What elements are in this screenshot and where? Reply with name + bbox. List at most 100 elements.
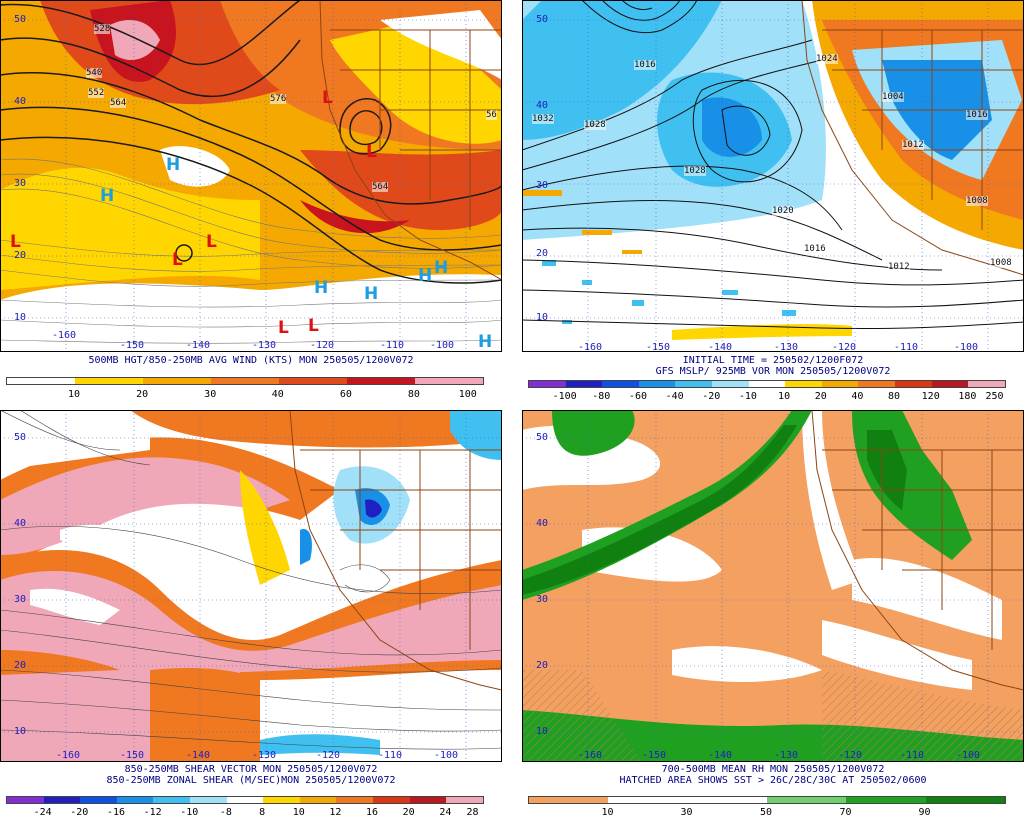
colorbar-ticks: -100 -80 -60 -40 -20 -10 10 20 40 80 120… (528, 391, 1004, 403)
colorbar-tick: -24 (33, 807, 52, 818)
isobar-label: 1028 (584, 120, 606, 130)
colorbar-tick: 100 (458, 389, 477, 400)
map-500mb-height-wind (0, 0, 502, 352)
colorbar-segment (565, 381, 603, 387)
lon-label-130: -130 (252, 750, 277, 761)
map-zonal-shear (0, 410, 502, 762)
height-label: 540 (86, 68, 103, 78)
lat-label-30: 30 (14, 178, 27, 189)
colorbar-tick: -10 (180, 807, 199, 818)
lat-label-50: 50 (536, 14, 549, 25)
height-label: 56 (486, 110, 497, 120)
colorbar-tick: 10 (778, 391, 791, 402)
map-mslp-vorticity (522, 0, 1024, 352)
lat-label-50: 50 (14, 432, 27, 443)
isobar-label: 1012 (902, 140, 924, 150)
height-label: 528 (94, 24, 111, 34)
colorbar-tick: 40 (851, 391, 864, 402)
colorbar-segment (712, 381, 749, 387)
colorbar-tick: 40 (271, 389, 284, 400)
high-pressure-symbol: H (434, 258, 449, 278)
colorbar (6, 377, 484, 385)
colorbar-tick: -20 (702, 391, 721, 402)
colorbar-segment (608, 797, 688, 803)
lat-label-10: 10 (14, 312, 27, 323)
lon-label-160: -160 (56, 750, 81, 761)
isobar-label: 1032 (532, 114, 554, 124)
colorbar-tick: -80 (592, 391, 611, 402)
colorbar-segment (602, 381, 639, 387)
map-mean-rh (522, 410, 1024, 762)
colorbar-segment (638, 381, 676, 387)
colorbar-tick: -16 (106, 807, 125, 818)
colorbar-segment (687, 797, 767, 803)
colorbar-tick: 60 (339, 389, 352, 400)
colorbar-segment (7, 797, 44, 803)
colorbar-segment (336, 797, 374, 803)
lat-label-20: 20 (536, 248, 549, 259)
lon-label-100: -100 (434, 750, 459, 761)
lon-label-140: -140 (708, 750, 733, 761)
colorbar-segment (373, 797, 410, 803)
colorbar-ticks: 10 20 30 40 60 80 100 (6, 389, 482, 401)
colorbar-segment (43, 797, 81, 803)
lat-label-20: 20 (14, 250, 27, 261)
panel-mslp-vorticity: 50 40 30 20 10 -160 -150 -140 -130 -120 … (522, 0, 1024, 409)
isobar-label: 1028 (684, 166, 706, 176)
colorbar-tick: 90 (918, 807, 931, 818)
high-pressure-symbol: H (478, 332, 493, 352)
panel-caption: 500MB HGT/850-250MB AVG WIND (KTS) MON 2… (88, 355, 414, 366)
isobar-label: 1012 (888, 262, 910, 272)
caption-line: INITIAL TIME = 250502/1200F072 (682, 355, 864, 366)
low-pressure-symbol: L (322, 88, 333, 108)
low-pressure-symbol: L (10, 232, 21, 252)
colorbar-segment (415, 378, 483, 384)
colorbar-tick: -10 (738, 391, 757, 402)
lon-label-120: -120 (316, 750, 341, 761)
height-label: 564 (372, 182, 389, 192)
colorbar-segment (263, 797, 300, 803)
lon-label-160: -160 (578, 342, 603, 353)
colorbar-segment (7, 378, 75, 384)
lon-label-150: -150 (646, 342, 671, 353)
height-label: 576 (270, 94, 287, 104)
lat-label-30: 30 (536, 180, 549, 191)
isobar-label: 1024 (816, 54, 838, 64)
isobar-label: 1020 (772, 206, 794, 216)
high-pressure-symbol: H (314, 278, 329, 298)
lon-label-130: -130 (774, 342, 799, 353)
lat-label-40: 40 (14, 518, 27, 529)
colorbar-segment (821, 381, 859, 387)
isobar-label: 1016 (634, 60, 656, 70)
colorbar-segment (75, 378, 143, 384)
lat-label-20: 20 (14, 660, 27, 671)
colorbar-segment (931, 381, 969, 387)
caption-line: 850-250MB SHEAR VECTOR MON 250505/1200V0… (124, 764, 378, 775)
colorbar-tick: 30 (204, 389, 217, 400)
colorbar-segment (785, 381, 822, 387)
colorbar-segment (968, 381, 1005, 387)
low-pressure-symbol: L (278, 318, 289, 338)
colorbar-tick: -20 (70, 807, 89, 818)
colorbar-segment (279, 378, 347, 384)
lon-label-160: -160 (578, 750, 603, 761)
lon-label-160: -160 (52, 330, 77, 341)
colorbar (528, 380, 1006, 388)
colorbar-tick: 30 (680, 807, 693, 818)
high-pressure-symbol: H (166, 155, 181, 175)
caption-line: HATCHED AREA SHOWS SST > 26C/28C/30C AT … (619, 775, 927, 786)
colorbar-segment (299, 797, 337, 803)
colorbar-ticks: -24 -20 -16 -12 -10 -8 8 10 12 16 20 24 … (6, 807, 482, 819)
low-pressure-symbol: L (366, 142, 377, 162)
colorbar-tick: 20 (402, 807, 415, 818)
lat-label-40: 40 (14, 96, 27, 107)
caption-line: 700-500MB MEAN RH MON 250505/1200V072 (661, 764, 885, 775)
lon-label-110: -110 (378, 750, 403, 761)
colorbar-tick: 16 (366, 807, 379, 818)
high-pressure-symbol: H (364, 284, 379, 304)
lon-label-100: -100 (954, 342, 979, 353)
lon-label-150: -150 (642, 750, 667, 761)
lon-label-110: -110 (380, 340, 405, 351)
height-label: 552 (88, 88, 105, 98)
isobar-label: 1016 (966, 110, 988, 120)
